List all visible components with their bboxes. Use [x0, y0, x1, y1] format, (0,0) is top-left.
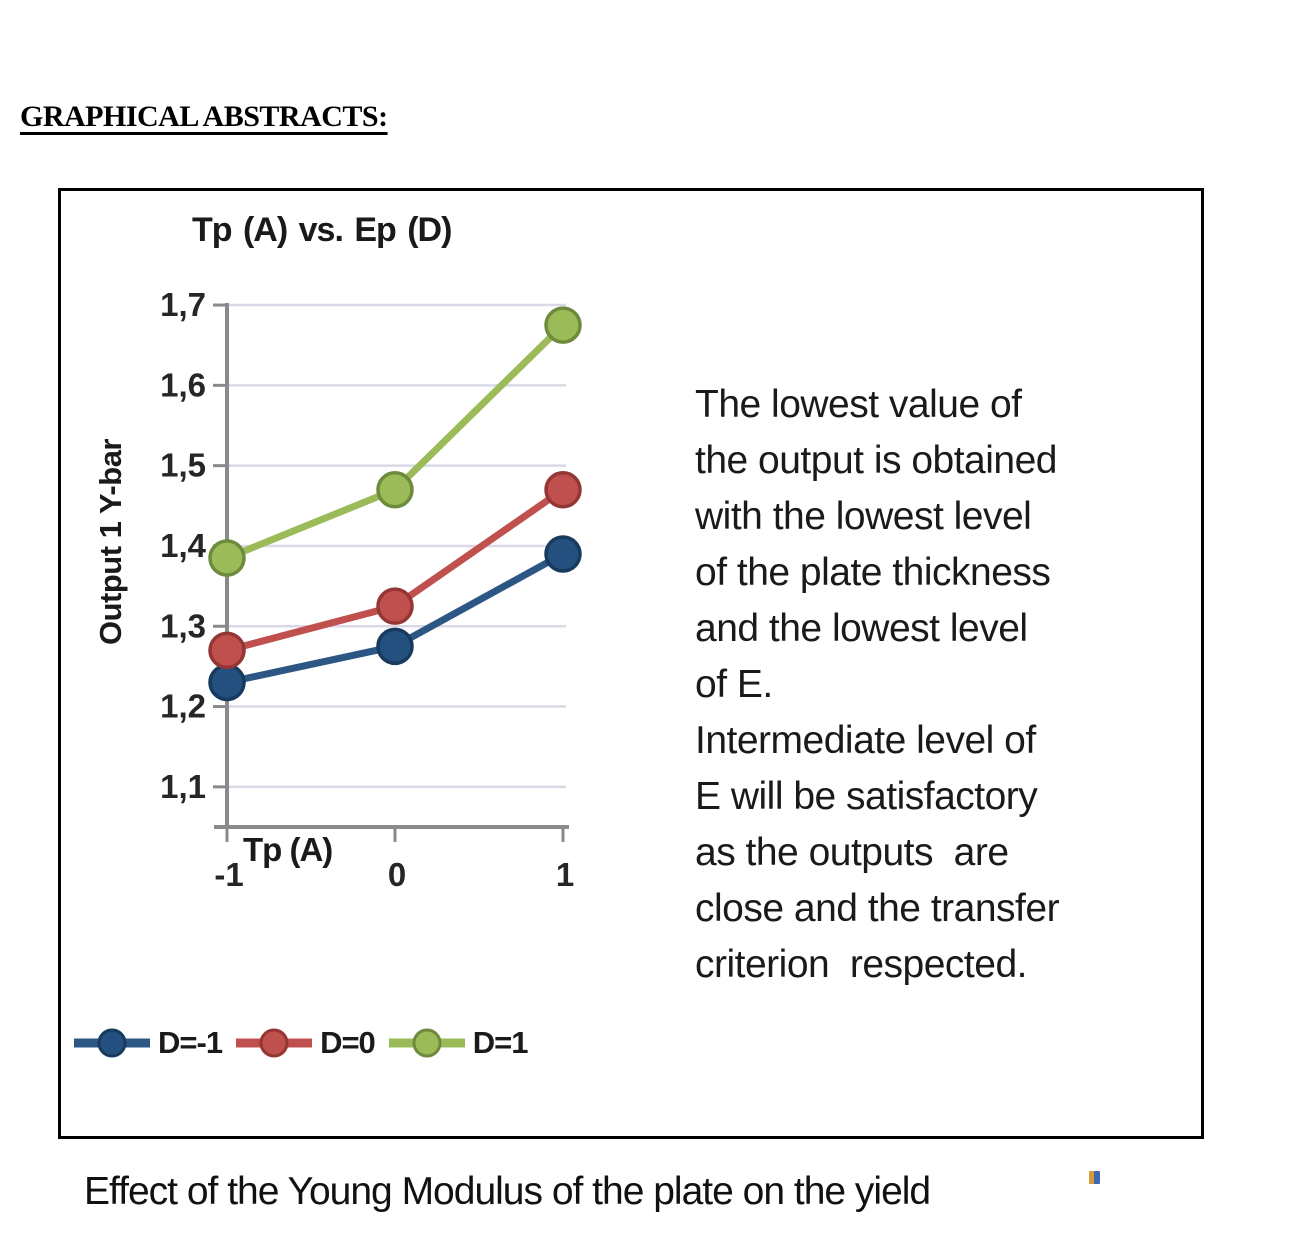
legend-item-d-minus1: D=-1: [74, 1025, 223, 1061]
data-point: [208, 539, 246, 577]
annotation-line: the output is obtained: [695, 439, 1057, 482]
legend-label: D=-1: [158, 1025, 223, 1060]
annotation-line: and the lowest level: [695, 607, 1028, 650]
annotation-line: The lowest value of: [695, 383, 1022, 426]
y-tick-label: 1,4: [160, 527, 207, 564]
annotation-line: criterion respected.: [695, 943, 1028, 986]
figure-caption: Effect of the Young Modulus of the plate…: [84, 1170, 931, 1213]
legend-item-d-1: D=1: [388, 1025, 529, 1061]
data-point: [376, 587, 414, 625]
x-tick-label: 0: [388, 856, 406, 893]
legend-label: D=0: [320, 1025, 376, 1060]
data-point: [544, 306, 582, 344]
legend-line-marker-icon: [74, 1028, 150, 1058]
annotation-line: E will be satisfactory: [695, 775, 1038, 818]
legend-item-d-0: D=0: [236, 1025, 376, 1061]
x-tick-label: -1: [214, 856, 243, 893]
legend-line-marker-icon: [388, 1028, 465, 1058]
y-tick-label: 1,7: [160, 286, 206, 323]
data-point: [376, 627, 414, 666]
data-point: [208, 631, 246, 670]
data-point: [544, 535, 582, 573]
data-point: [376, 470, 414, 509]
legend-line-marker-icon: [236, 1028, 313, 1058]
chart-legend: D=-1 D=0 D=1: [74, 1025, 529, 1061]
x-axis-title: Tp (A): [243, 831, 333, 868]
annotation-line: Intermediate level of: [695, 719, 1036, 762]
chart-canvas: 1,7 1,6 1,5 1,4 1,3 1,2 1,1 -1 0 1: [160, 286, 582, 893]
annotation-line: of the plate thickness: [695, 551, 1051, 594]
legend-label: D=1: [472, 1025, 529, 1060]
y-axis-title: Output 1 Y-bar: [93, 438, 128, 646]
artifact-mark: [1089, 1171, 1100, 1184]
x-tick-label: 1: [556, 856, 574, 893]
data-point: [544, 470, 582, 509]
annotation-line: close and the transfer: [695, 887, 1060, 930]
y-tick-label: 1,5: [160, 447, 206, 484]
y-tick-label: 1,1: [160, 768, 206, 805]
data-point: [208, 663, 246, 702]
chart-title: Tp (A) vs. Ep (D): [192, 211, 452, 249]
annotation-text: The lowest value of the output is obtain…: [695, 377, 1175, 993]
y-tick-label: 1,3: [160, 607, 206, 644]
annotation-line: as the outputs are: [695, 831, 1009, 874]
y-tick-label: 1,2: [160, 688, 206, 725]
annotation-line: of E.: [695, 663, 773, 706]
abstract-box: 1,7 1,6 1,5 1,4 1,3 1,2 1,1 -1 0 1 Tp (A) vs. Ep …: [58, 188, 1204, 1139]
section-heading: GRAPHICAL ABSTRACTS:: [20, 100, 388, 133]
y-tick-label: 1,6: [160, 366, 206, 403]
annotation-line: with the lowest level: [695, 495, 1032, 538]
